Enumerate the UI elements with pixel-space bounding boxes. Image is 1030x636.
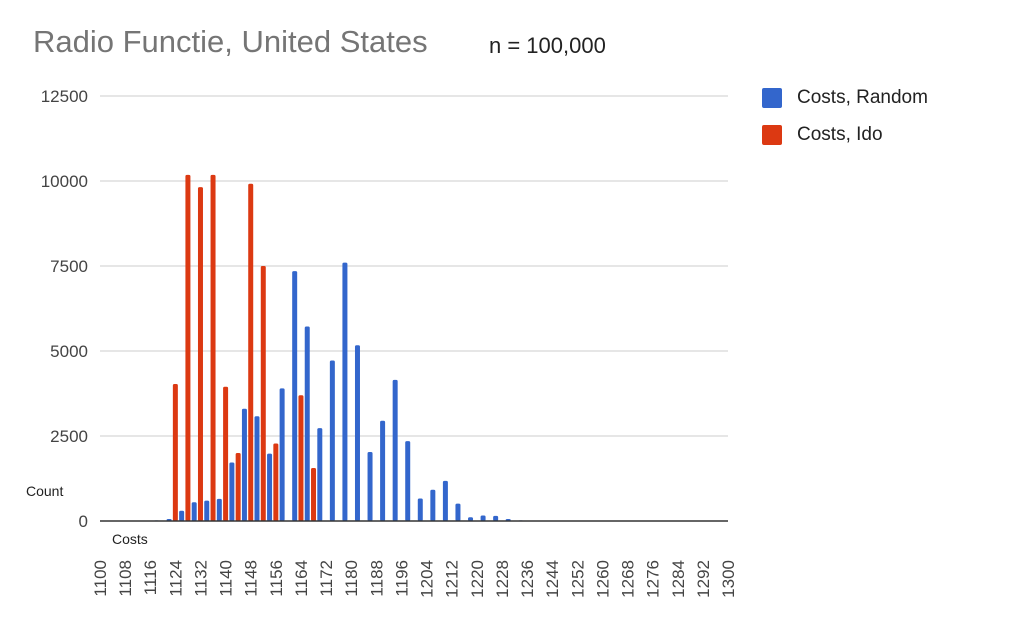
y-axis-label: Count: [26, 483, 63, 499]
y-tick-label: 2500: [50, 427, 88, 446]
bar-ido[interactable]: [248, 183, 254, 521]
y-tick-label: 10000: [41, 172, 88, 191]
x-tick-label: 1220: [468, 560, 487, 598]
bar-random[interactable]: [392, 379, 398, 521]
chart-title: Radio Functie, United States: [33, 24, 428, 59]
bar-random[interactable]: [480, 515, 486, 521]
bar-ido[interactable]: [235, 453, 241, 521]
x-tick-label: 1132: [191, 560, 210, 597]
bar-ido[interactable]: [210, 174, 216, 521]
bar-random[interactable]: [405, 441, 411, 521]
x-tick-label: 1268: [619, 560, 638, 598]
x-tick-label: 1292: [694, 560, 713, 598]
bar-random[interactable]: [191, 502, 197, 521]
y-tick-label: 0: [79, 512, 88, 531]
y-tick-label: 7500: [50, 257, 88, 276]
legend-item-ido[interactable]: Costs, Ido: [762, 121, 928, 149]
x-tick-label: 1284: [669, 560, 688, 598]
x-tick-label: 1204: [418, 560, 437, 598]
x-axis-label: Costs: [112, 531, 148, 547]
x-tick-label: 1244: [543, 560, 562, 598]
bar-random[interactable]: [279, 388, 285, 521]
y-tick-label: 5000: [50, 342, 88, 361]
bar-random[interactable]: [442, 480, 448, 521]
x-tick-label: 1140: [217, 560, 236, 597]
bar-ido[interactable]: [311, 467, 317, 521]
bar-random[interactable]: [493, 515, 499, 521]
y-tick-label: 12500: [41, 87, 88, 106]
x-tick-label: 1100: [91, 560, 110, 597]
legend-swatch-ido: [762, 125, 782, 145]
bar-random[interactable]: [430, 489, 436, 521]
legend-label-ido: Costs, Ido: [797, 124, 883, 145]
bars: [154, 174, 549, 522]
x-tick-label: 1212: [443, 560, 462, 598]
x-tick-label: 1180: [342, 560, 361, 597]
legend-label-random: Costs, Random: [797, 87, 928, 108]
y-axis-ticks: 0 2500 5000 7500 10000 12500: [41, 87, 88, 531]
bar-ido[interactable]: [298, 395, 304, 521]
bar-random[interactable]: [380, 420, 386, 521]
x-tick-label: 1108: [116, 560, 135, 597]
legend: Costs, Random Costs, Ido: [762, 84, 928, 158]
x-tick-label: 1196: [392, 560, 411, 597]
bar-random[interactable]: [204, 500, 210, 521]
x-tick-label: 1188: [367, 560, 386, 597]
bar-ido[interactable]: [172, 383, 178, 521]
bar-random[interactable]: [229, 462, 235, 521]
grid-lines: [100, 95, 728, 437]
bar-ido[interactable]: [260, 266, 266, 521]
bar-random[interactable]: [354, 345, 360, 521]
legend-item-random[interactable]: Costs, Random: [762, 84, 928, 112]
bar-ido[interactable]: [273, 443, 279, 521]
bar-random[interactable]: [455, 503, 461, 521]
legend-swatch-random: [762, 88, 782, 108]
chart-subtitle: n = 100,000: [489, 33, 606, 58]
x-tick-label: 1228: [493, 560, 512, 598]
bar-random[interactable]: [179, 510, 185, 521]
bar-ido[interactable]: [197, 187, 203, 521]
x-tick-label: 1148: [242, 560, 261, 597]
bar-ido[interactable]: [185, 174, 191, 521]
bar-random[interactable]: [342, 262, 348, 521]
bar-random[interactable]: [254, 416, 260, 521]
bar-random[interactable]: [317, 428, 323, 521]
bar-random[interactable]: [367, 451, 373, 521]
bar-random[interactable]: [267, 453, 273, 521]
x-tick-label: 1300: [719, 560, 738, 598]
x-tick-label: 1260: [593, 560, 612, 598]
x-tick-label: 1116: [141, 560, 160, 595]
bar-random[interactable]: [292, 271, 298, 521]
x-tick-label: 1236: [518, 560, 537, 598]
x-tick-label: 1276: [644, 560, 663, 598]
bar-random[interactable]: [468, 517, 474, 521]
bar-random[interactable]: [304, 326, 310, 521]
x-tick-label: 1252: [568, 560, 587, 598]
bar-random[interactable]: [216, 498, 222, 521]
bar-random[interactable]: [329, 360, 335, 521]
x-tick-label: 1172: [317, 560, 336, 597]
x-tick-label: 1124: [166, 560, 185, 597]
x-axis-ticks: 1100 1108 1116 1124 1132 1140 1148 1156 1164 1172…: [91, 560, 738, 598]
x-tick-label: 1156: [267, 560, 286, 597]
bar-random[interactable]: [241, 408, 247, 521]
bar-ido[interactable]: [223, 386, 229, 521]
x-tick-label: 1164: [292, 560, 311, 597]
bar-random[interactable]: [417, 498, 423, 521]
